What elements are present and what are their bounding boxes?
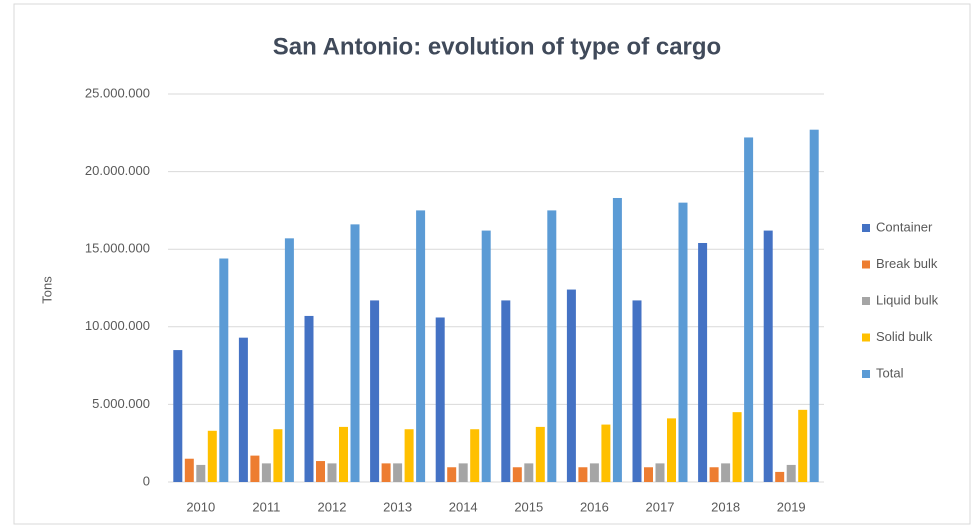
legend-label: Break bulk — [876, 256, 938, 271]
y-tick-label: 20.000.000 — [85, 163, 150, 178]
bar — [632, 300, 642, 482]
bar — [470, 429, 480, 482]
bar — [238, 337, 248, 482]
legend-swatch — [862, 260, 870, 269]
bar — [350, 224, 360, 483]
bar — [250, 455, 260, 482]
bar — [612, 197, 622, 482]
y-tick-label: 15.000.000 — [85, 241, 150, 256]
bar — [512, 467, 522, 482]
legend-label: Liquid bulk — [876, 292, 939, 307]
bar — [447, 467, 457, 482]
bar — [678, 202, 688, 482]
legend-swatch — [862, 224, 870, 232]
bar — [316, 461, 325, 482]
bar — [219, 258, 229, 482]
bar — [261, 463, 271, 482]
legend-swatch — [862, 370, 870, 378]
x-tick-label: 2016 — [580, 499, 609, 514]
x-tick-label: 2010 — [186, 499, 215, 514]
bar — [481, 230, 491, 482]
y-axis-title: Tons — [39, 276, 54, 304]
bar — [667, 418, 676, 482]
bar — [416, 210, 426, 482]
y-tick-label: 0 — [143, 473, 150, 488]
bar — [381, 463, 391, 482]
x-tick-label: 2017 — [646, 499, 675, 514]
bar — [644, 467, 653, 482]
legend-swatch — [862, 297, 870, 305]
chart-title: San Antonio: evolution of type of cargo — [273, 33, 721, 60]
bar — [327, 463, 337, 482]
bar — [404, 429, 414, 482]
bar — [709, 467, 719, 482]
bar — [589, 463, 599, 482]
x-tick-label: 2013 — [383, 499, 412, 514]
bar — [196, 464, 206, 482]
legend-swatch — [862, 333, 870, 342]
bar — [809, 129, 819, 483]
bar — [535, 426, 545, 482]
x-tick-label: 2014 — [449, 499, 478, 514]
bar — [339, 426, 348, 482]
bar — [393, 463, 403, 482]
x-tick-label: 2012 — [318, 499, 347, 514]
chart-frame — [13, 3, 971, 525]
bar — [524, 463, 534, 482]
bar — [207, 430, 217, 482]
x-tick-label: 2019 — [777, 499, 806, 514]
bar — [655, 463, 665, 482]
bar — [601, 424, 611, 482]
bar — [273, 429, 283, 482]
legend-label: Total — [876, 365, 904, 380]
x-tick-label: 2015 — [514, 499, 543, 514]
x-tick-label: 2018 — [711, 499, 740, 514]
legend-label: Solid bulk — [876, 329, 933, 344]
bar — [501, 300, 511, 482]
y-tick-label: 25.000.000 — [85, 85, 150, 100]
bar — [721, 463, 731, 482]
y-tick-label: 10.000.000 — [85, 318, 150, 333]
bar — [775, 471, 785, 482]
bar — [566, 289, 576, 482]
y-tick-label: 5.000.000 — [92, 396, 150, 411]
bar — [578, 467, 588, 482]
bar — [370, 300, 380, 482]
bar — [732, 412, 742, 482]
x-tick-label: 2011 — [252, 499, 280, 514]
bar — [763, 230, 773, 482]
bar — [284, 238, 294, 482]
bar — [698, 242, 708, 482]
bar — [798, 409, 808, 482]
bar — [547, 210, 557, 482]
bar — [173, 350, 183, 482]
bar — [184, 458, 194, 482]
bar — [435, 317, 445, 482]
bar — [304, 315, 314, 482]
bar — [458, 463, 468, 482]
legend-label: Container — [876, 219, 933, 234]
bar — [744, 137, 754, 482]
bar — [786, 464, 796, 482]
